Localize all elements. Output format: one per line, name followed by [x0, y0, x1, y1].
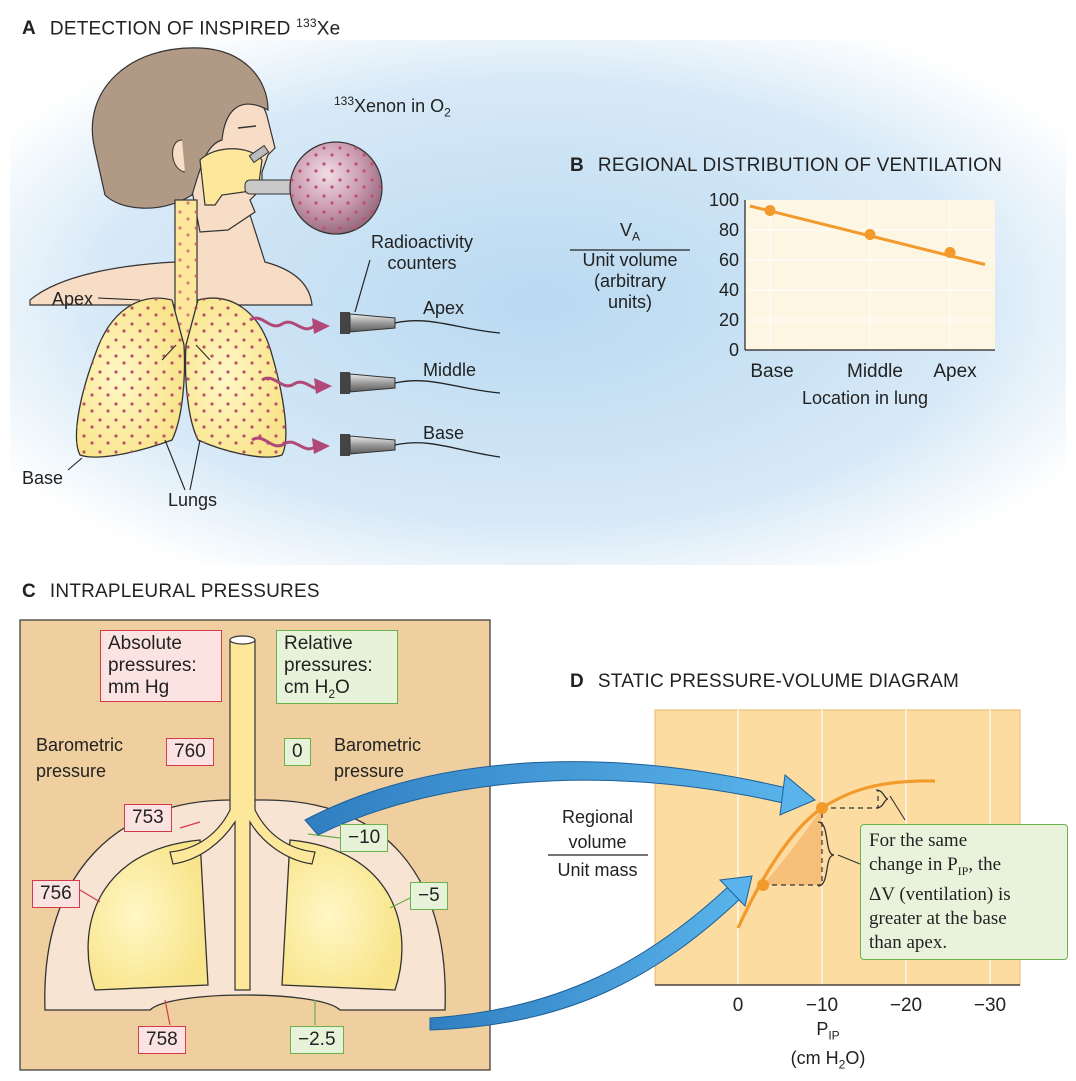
panel-b-title: B REGIONAL DISTRIBUTION OF VENTILATION	[570, 155, 1003, 176]
chart-b-ytick-label: 20	[719, 310, 739, 330]
chart-d-xtick-label: 0	[733, 995, 744, 1016]
radiation-arrowheads	[312, 318, 332, 454]
rel-value-top: −10	[340, 824, 389, 852]
chart-b-ytick-label: 100	[709, 190, 739, 210]
chart-b-ytick-label: 0	[729, 340, 739, 360]
lungs-drawing	[75, 297, 287, 458]
abs-value-top: 753	[124, 804, 172, 832]
absolute-pressure-box: Absolute pressures: mm Hg	[100, 630, 222, 702]
counter-base	[340, 434, 501, 458]
abs-value-bottom: 758	[138, 1026, 186, 1054]
abs-value-side: 756	[32, 880, 80, 908]
chart-b-ytick-label: 60	[719, 250, 739, 270]
base-left-label: Base	[22, 468, 64, 488]
chart-d-xtick-label: −30	[974, 995, 1006, 1016]
chart-d-brace-base	[817, 821, 835, 887]
apex-left-label: Apex	[52, 289, 94, 309]
panel-d-xlabel: PIP (cm H2O)	[790, 1019, 866, 1072]
counter-middle-label: Middle	[423, 360, 477, 380]
chart-d-note-pointers	[837, 795, 906, 865]
xenon-label: 133Xenon in O2	[334, 94, 451, 120]
radioactivity-counters	[340, 259, 501, 458]
chart-b-ytick-label: 80	[719, 220, 739, 240]
panel-c-green-leaders	[307, 833, 411, 1025]
rel-value-side: −5	[410, 882, 448, 910]
chart-d-point-apex	[816, 802, 828, 814]
xenon-bag	[244, 141, 383, 235]
counter-apex	[340, 312, 501, 334]
chart-d-xtick-label: −10	[806, 995, 838, 1016]
chart-b-point	[864, 229, 876, 240]
chart-b-xtick-label: Apex	[933, 361, 977, 382]
lungs-label: Lungs	[168, 490, 218, 510]
panel-d-ylabel: Regional volume Unit mass	[557, 807, 638, 880]
chart-b-point	[764, 205, 776, 216]
ventilation-note-box: For the same change in PIP, the ΔV (vent…	[860, 824, 1068, 960]
panel-b-xlabel: Location in lung	[801, 388, 929, 408]
rel-value-barometric: 0	[284, 738, 311, 766]
counter-base-label: Base	[423, 423, 465, 443]
chart-b-xtick-label: Base	[750, 361, 793, 382]
panel-c-title: C INTRAPLEURAL PRESSURES	[22, 581, 320, 602]
panel-a-leaders	[67, 297, 201, 491]
chart-d-brace-apex	[875, 789, 889, 809]
ventilation-chart: 0 20 40 60 80 100 Base Middle Apex	[709, 190, 995, 382]
panel-b-ylabel: VA Unit volume (arbitrary units)	[582, 220, 678, 312]
barometric-left-label: Barometric pressure	[36, 735, 124, 781]
relative-pressure-box: Relative pressures: cm H2O	[276, 630, 398, 704]
panel-d-title: D STATIC PRESSURE-VOLUME DIAGRAM	[570, 671, 959, 692]
abs-value-barometric: 760	[166, 738, 214, 766]
chart-d-xtick-label: −20	[890, 995, 922, 1016]
blue-connector-arrows	[304, 761, 816, 1031]
chart-b-ytick-label: 40	[719, 280, 739, 300]
counters-label: Radioactivity counters	[370, 232, 474, 273]
barometric-right-label: Barometric pressure	[334, 735, 422, 781]
chart-b-point	[944, 247, 956, 258]
chart-d-point-base	[757, 879, 769, 891]
head-figure	[29, 47, 313, 306]
panel-c-red-leaders	[79, 821, 201, 1026]
rel-value-bottom: −2.5	[290, 1026, 344, 1054]
chart-b-xtick-label: Middle	[847, 361, 903, 382]
thorax-drawing	[44, 635, 446, 1011]
panel-a-title: A DETECTION OF INSPIRED 133Xe	[22, 16, 341, 40]
counter-apex-label: Apex	[423, 298, 465, 318]
counter-middle	[340, 372, 501, 394]
chart-d-delta-area	[763, 808, 822, 885]
